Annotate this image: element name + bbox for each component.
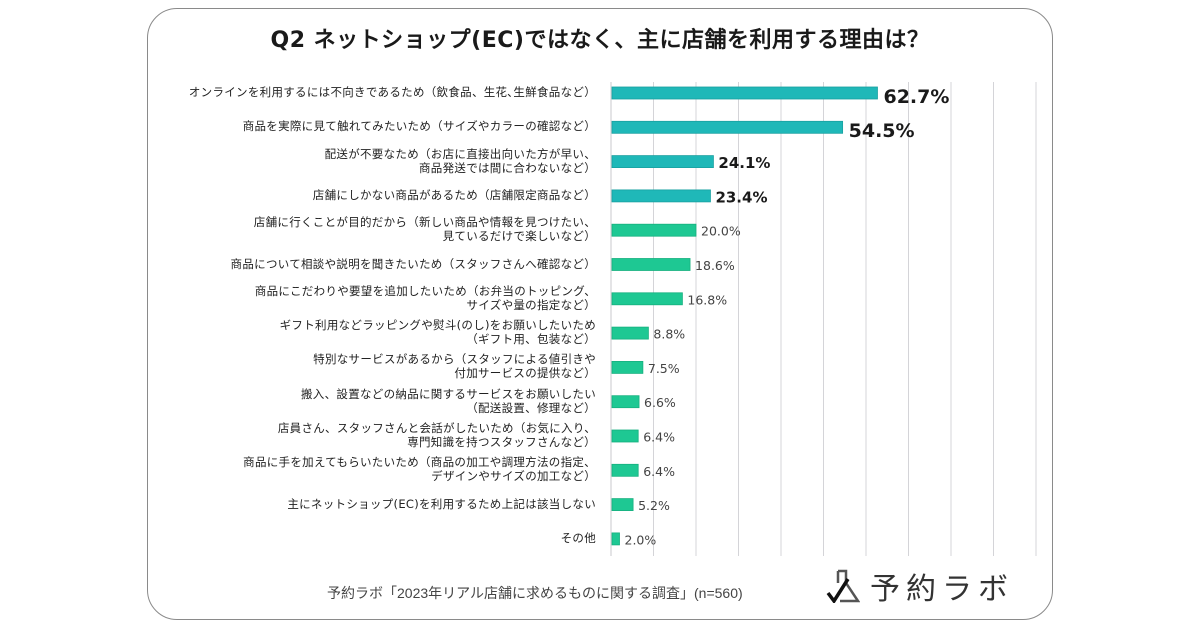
category-label: 店舗に行くことが目的だから（新しい商品や情報を見つけたい、 見ているだけで楽しい…	[253, 215, 596, 244]
bar	[611, 155, 714, 169]
value-label: 6.6%	[644, 395, 676, 410]
chart-card	[147, 8, 1053, 620]
category-label: 商品にこだわりや要望を追加したいため（お弁当のトッピング、 サイズや量の指定など…	[254, 283, 596, 312]
value-label: 54.5%	[849, 120, 915, 142]
value-label: 8.8%	[653, 327, 685, 342]
logo-text: 予約ラボ	[870, 572, 1014, 607]
bar	[611, 120, 844, 134]
category-label: 商品について相談や説明を聞きたいため（スタッフさんへ確認など）	[230, 256, 596, 271]
category-label: 商品に手を加えてもらいたいため（商品の加工や調理方法の指定、 デザインやサイズの…	[243, 455, 596, 484]
category-label: 配送が不要なため（お店に直接出向いた方が早い、 商品発送では間に合わないなど）	[324, 146, 596, 175]
category-label: 主にネットショップ(EC)を利用するため上記は該当しない	[287, 496, 596, 511]
category-label: 店員さん、スタッフさんと会話がしたいため（お気に入り、 専門知識を持つスタッフさ…	[277, 421, 596, 449]
bar	[611, 498, 634, 512]
brand-logo: 予約ラボ	[826, 566, 1014, 607]
bar	[611, 395, 640, 409]
bar	[611, 532, 620, 546]
category-label: ギフト利用などラッピングや熨斗(のし)をお願いしたいため （ギフト用、包装など）	[279, 318, 596, 347]
chart-title: Q2 ネットショップ(EC)ではなく、主に店舗を利用する理由は？	[270, 28, 930, 53]
category-label: その他	[560, 530, 596, 545]
value-label: 16.8%	[687, 292, 727, 307]
bar	[611, 86, 878, 100]
value-label: 24.1%	[718, 154, 770, 172]
bar	[611, 463, 639, 477]
bar	[611, 326, 649, 340]
value-label: 6.4%	[643, 464, 675, 479]
bar	[611, 223, 697, 237]
value-label: 20.0%	[701, 224, 741, 239]
category-label: 店舗にしかない商品があるため（店舗限定商品など）	[312, 187, 596, 202]
value-label: 18.6%	[695, 258, 735, 273]
category-label: 商品を実際に見て触れてみたいため（サイズやカラーの確認など）	[242, 119, 596, 134]
category-label: 搬入、設置などの納品に関するサービスをお願いしたい （配送設置、修理など）	[301, 386, 596, 415]
bar	[611, 429, 639, 443]
value-label: 6.4%	[643, 430, 675, 445]
bar	[611, 360, 644, 374]
category-label: オンラインを利用するには不向きであるため（飲食品、生花､生鮮食品など）	[188, 85, 596, 99]
flask-check-logo-icon	[826, 569, 860, 603]
value-label: 5.2%	[638, 498, 670, 513]
source-caption: 予約ラボ「2023年リアル店舗に求めるものに関する調査」(n=560)	[327, 585, 743, 601]
value-label: 2.0%	[625, 532, 657, 547]
value-label: 23.4%	[715, 188, 767, 206]
category-label: 特別なサービスがあるから（スタッフによる値引きや 付加サービスの提供など）	[313, 352, 596, 381]
value-label: 7.5%	[648, 361, 680, 376]
bar	[611, 258, 691, 271]
bar	[611, 189, 711, 203]
value-label: 62.7%	[883, 86, 949, 108]
bar	[611, 292, 683, 306]
